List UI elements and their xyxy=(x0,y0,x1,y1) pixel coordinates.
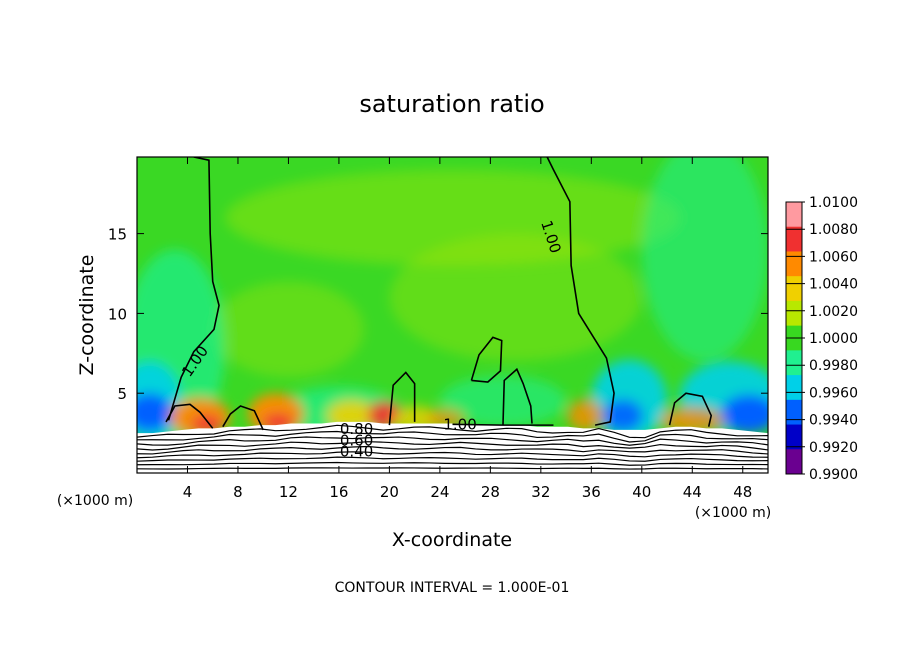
colorbar-level-label: 1.0040 xyxy=(809,277,858,293)
colorbar-level-label: 1.0060 xyxy=(809,249,858,265)
terrain-contour xyxy=(137,430,768,443)
terrain-contour xyxy=(137,451,768,459)
terrain-contour xyxy=(137,424,768,439)
colorbar-swatch xyxy=(786,202,802,228)
x-axis-label: X-coordinate xyxy=(392,529,512,551)
y-tick-label: 5 xyxy=(117,385,127,403)
terrain-contour xyxy=(137,461,768,466)
colorbar-swatch xyxy=(786,449,802,475)
x-tick-label: 20 xyxy=(380,483,399,501)
contour-line xyxy=(668,392,713,427)
contour-interval-footer: CONTOUR INTERVAL = 1.000E-01 xyxy=(335,580,570,596)
x-tick-label: 4 xyxy=(183,483,193,501)
colorbar-level-label: 0.9980 xyxy=(809,358,858,374)
contour-line xyxy=(165,403,214,429)
x-tick-label: 48 xyxy=(733,483,752,501)
colorbar-level-label: 1.0020 xyxy=(809,304,858,320)
contour-line xyxy=(167,157,220,421)
contour-label: 0.60 xyxy=(340,431,373,449)
colorbar-swatch xyxy=(786,399,802,426)
terrain-contour xyxy=(137,456,768,462)
heatmap-cell xyxy=(602,399,644,432)
contour-line xyxy=(452,423,554,426)
chart-title: saturation ratio xyxy=(359,90,544,118)
x-tick-label: 44 xyxy=(683,483,702,501)
y-axis-label: Z-coordinate xyxy=(76,255,98,376)
terrain-contour xyxy=(137,436,768,446)
contour-label: 0.80 xyxy=(340,420,373,438)
colorbar-level-label: 1.0000 xyxy=(809,331,858,347)
x-unit-left: (×1000 m) xyxy=(57,493,133,509)
y-tick-label: 15 xyxy=(108,226,127,244)
heatmap-cell xyxy=(137,393,173,432)
colorbar: 1.0100 1.0080 1.0060 1.0040 1.0020 1.0000 0.99… xyxy=(785,195,858,483)
heatmap-cell xyxy=(191,415,222,432)
heatmap-cell xyxy=(212,281,365,378)
colorbar-swatch xyxy=(786,276,802,302)
heatmap-plot-area: 1.001.001.000.800.600.40 xyxy=(137,157,768,473)
colorbar-swatch xyxy=(786,226,802,252)
heatmap-cell xyxy=(379,402,400,419)
colorbar-level-label: 0.9940 xyxy=(809,413,858,429)
colorbar-level-label: 0.9960 xyxy=(809,385,858,401)
x-axis-ticks: 4 8 12 16 20 24 28 32 36 40 44 48 xyxy=(183,157,752,501)
colorbar-level-label: 1.0100 xyxy=(809,195,858,211)
contour-line xyxy=(222,405,264,431)
x-tick-label: 40 xyxy=(632,483,651,501)
contour-label: 1.00 xyxy=(443,415,476,433)
terrain-contour xyxy=(137,467,768,470)
x-tick-label: 36 xyxy=(582,483,601,501)
colorbar-swatch xyxy=(786,251,802,277)
x-tick-label: 28 xyxy=(481,483,500,501)
contour-line xyxy=(470,336,503,383)
colorbar-swatch xyxy=(786,300,802,327)
colorbar-level-label: 0.9920 xyxy=(809,440,858,456)
x-tick-label: 24 xyxy=(430,483,449,501)
heatmap-cell xyxy=(641,157,768,362)
colorbar-level-label: 0.9900 xyxy=(809,467,858,483)
x-tick-label: 8 xyxy=(233,483,243,501)
colorbar-level-label: 1.0080 xyxy=(809,222,858,238)
contour-line xyxy=(546,157,615,426)
y-tick-label: 10 xyxy=(108,305,127,323)
heatmap-cell xyxy=(567,399,603,432)
colorbar-swatch xyxy=(786,375,802,401)
x-tick-label: 12 xyxy=(279,483,298,501)
plot-frame xyxy=(136,156,769,474)
x-unit-right: (×1000 m) xyxy=(695,505,771,521)
y-axis-ticks: 5 10 15 xyxy=(108,226,768,403)
x-tick-label: 32 xyxy=(531,483,550,501)
contour-label: 0.40 xyxy=(340,442,373,460)
x-tick-label: 16 xyxy=(329,483,348,501)
heatmap-cell xyxy=(721,394,768,434)
terrain-contour xyxy=(137,441,768,451)
heatmap-cell xyxy=(389,233,642,362)
contour-line xyxy=(502,367,533,426)
colorbar-swatch xyxy=(786,350,802,376)
terrain-contour xyxy=(137,445,768,455)
colorbar-swatch xyxy=(786,424,802,450)
contour-line xyxy=(388,371,416,426)
